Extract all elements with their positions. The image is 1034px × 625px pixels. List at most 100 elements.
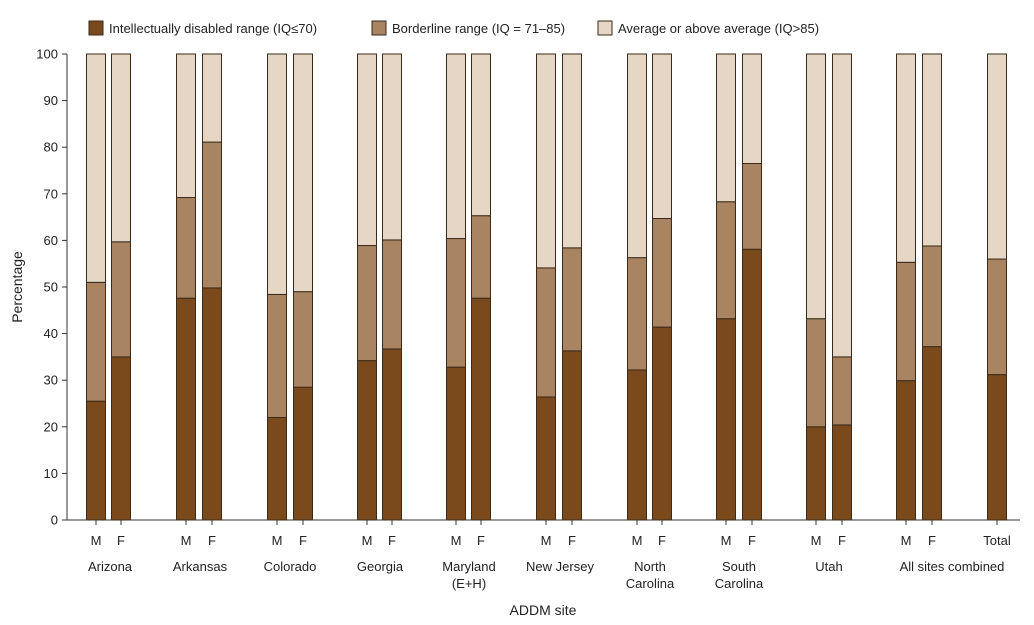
bar-segment — [267, 293, 287, 418]
bar-label: M — [811, 533, 822, 548]
bar-segment — [471, 297, 491, 521]
bar-segment — [806, 318, 826, 428]
bar-segment — [536, 396, 556, 521]
bar-segment — [716, 201, 736, 320]
bar-label: F — [208, 533, 216, 548]
bar-label: M — [91, 533, 102, 548]
legend-item: Average or above average (IQ>85) — [597, 20, 819, 36]
group-label: North Carolina — [626, 559, 675, 591]
bar-segment — [987, 258, 1007, 376]
bar-segment — [652, 217, 672, 328]
bar-segment — [176, 197, 196, 299]
group-label: Utah — [815, 559, 842, 574]
bar-segment — [293, 291, 313, 388]
bar-segment — [176, 297, 196, 521]
bar-group — [536, 53, 582, 521]
bar-segment — [652, 326, 672, 521]
bar-group — [86, 53, 131, 521]
legend-label: Intellectually disabled range (IQ≤70) — [109, 21, 317, 36]
bar-segment — [111, 241, 131, 358]
bar-segment — [471, 215, 491, 299]
legend-swatch — [371, 20, 387, 36]
bar-group — [716, 53, 762, 521]
group-label: Maryland (E+H) — [442, 559, 495, 591]
bar-segment — [293, 53, 313, 293]
y-tick-label: 0 — [51, 513, 58, 528]
bar-label: F — [838, 533, 846, 548]
bar-segment — [471, 53, 491, 217]
bar-group — [806, 53, 852, 521]
bar-segment — [987, 53, 1007, 260]
bar-segment — [896, 53, 916, 263]
bar-segment — [742, 248, 762, 521]
group-label: Arizona — [88, 559, 133, 574]
bar-segment — [357, 53, 377, 247]
axes: 0 10 20 30 40 50 60 70 80 90 100 — [36, 47, 1020, 528]
bar-segment — [742, 163, 762, 250]
bar-segment — [446, 238, 466, 368]
bar-label: M — [451, 533, 462, 548]
bar-segment — [627, 257, 647, 371]
bar-label: F — [388, 533, 396, 548]
legend-item: Borderline range (IQ = 71–85) — [371, 20, 565, 36]
y-tick-label: 30 — [44, 373, 58, 388]
bar-segment — [382, 348, 402, 521]
bar-segment — [86, 281, 106, 402]
bar-segment — [86, 53, 106, 283]
bar-segment — [562, 247, 582, 352]
legend-swatch — [88, 20, 104, 36]
group-label: All sites combined — [900, 559, 1005, 574]
y-tick-label: 20 — [44, 419, 58, 434]
bar-segment — [806, 53, 826, 320]
y-tick-label: 60 — [44, 233, 58, 248]
bar-label: F — [568, 533, 576, 548]
bar-label: M — [632, 533, 643, 548]
bar-segment — [536, 53, 556, 269]
bar-segment — [382, 53, 402, 241]
bar-label: F — [928, 533, 936, 548]
bar-segment — [716, 318, 736, 521]
bar-segment — [627, 53, 647, 259]
bar-segment — [922, 53, 942, 247]
bar-label: F — [299, 533, 307, 548]
legend-swatch — [597, 20, 613, 36]
y-axis-title: Percentage — [9, 251, 25, 323]
bar-segment — [987, 374, 1007, 521]
bar-label: F — [117, 533, 125, 548]
bar-segment — [896, 380, 916, 521]
bar-label: M — [272, 533, 283, 548]
bar-segment — [896, 261, 916, 382]
bar-group — [896, 53, 942, 521]
x-axis-title: ADDM site — [510, 602, 577, 618]
bar-group — [987, 53, 1007, 521]
bar-label: F — [658, 533, 666, 548]
bar-segment — [922, 245, 942, 348]
group-label: Arkansas — [173, 559, 228, 574]
bar-label: Total — [983, 533, 1011, 548]
legend: Intellectually disabled range (IQ≤70) Bor… — [88, 20, 819, 36]
y-tick-label: 80 — [44, 140, 58, 155]
y-tick-label: 90 — [44, 93, 58, 108]
bar-label: M — [181, 533, 192, 548]
bar-group — [176, 53, 222, 521]
bar-segment — [111, 53, 131, 243]
bar-segment — [111, 356, 131, 521]
bar-segment — [176, 53, 196, 199]
bar-segment — [357, 245, 377, 362]
bar-label: F — [748, 533, 756, 548]
bar-segment — [742, 53, 762, 165]
bar-segment — [446, 53, 466, 240]
bar-label: M — [541, 533, 552, 548]
legend-label: Average or above average (IQ>85) — [618, 21, 819, 36]
bar-segment — [652, 53, 672, 219]
y-tick-label: 50 — [44, 280, 58, 295]
bar-segment — [446, 366, 466, 521]
bar-segment — [382, 239, 402, 350]
group-label: New Jersey — [526, 559, 594, 574]
bar-segment — [806, 426, 826, 521]
bar-label: M — [362, 533, 373, 548]
bar-segment — [562, 53, 582, 249]
bar-segment — [267, 53, 287, 295]
